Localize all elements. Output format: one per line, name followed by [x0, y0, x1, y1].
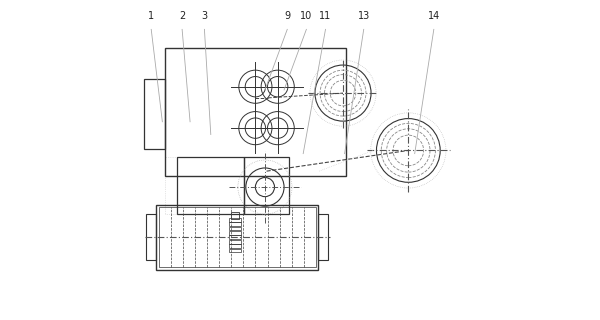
Text: 10: 10: [300, 12, 313, 21]
Bar: [164, 49, 346, 176]
Bar: [164, 157, 289, 214]
Text: 1: 1: [148, 12, 154, 21]
Text: 3: 3: [202, 12, 208, 21]
Bar: [229, 231, 241, 235]
Bar: [146, 214, 156, 260]
Text: 14: 14: [428, 12, 440, 21]
Bar: [229, 240, 241, 244]
Text: 13: 13: [358, 12, 370, 21]
Bar: [229, 227, 241, 230]
Bar: [229, 222, 241, 226]
Bar: [229, 249, 241, 252]
Bar: [229, 236, 241, 239]
Text: 2: 2: [179, 12, 185, 21]
Bar: [156, 204, 319, 270]
Bar: [319, 214, 328, 260]
Bar: [164, 49, 346, 176]
Bar: [144, 79, 164, 149]
Bar: [178, 157, 244, 214]
Bar: [229, 218, 241, 222]
Bar: [244, 157, 289, 214]
Text: 9: 9: [284, 12, 290, 21]
Text: 11: 11: [319, 12, 332, 21]
Bar: [230, 212, 239, 219]
Bar: [158, 207, 316, 268]
Bar: [229, 244, 241, 248]
